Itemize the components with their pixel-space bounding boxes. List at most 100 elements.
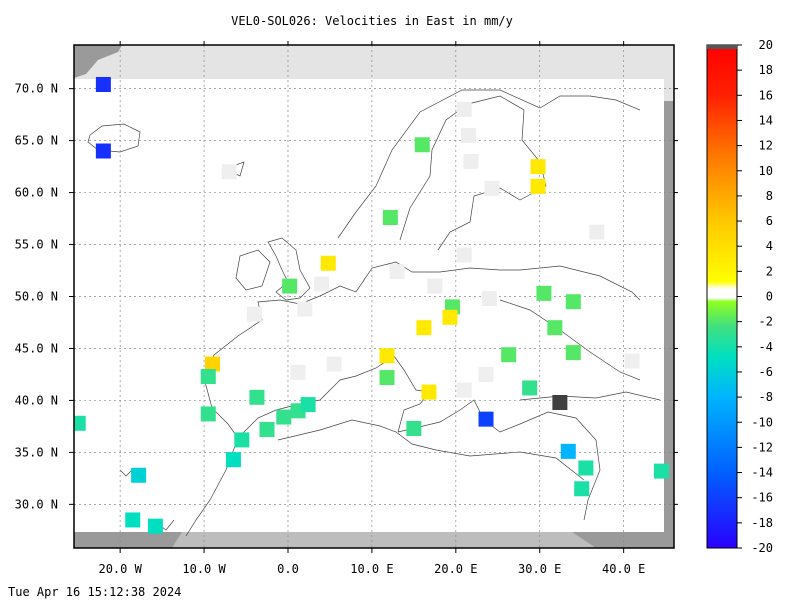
colorbar-tick-label: 16 [759, 88, 773, 102]
nodata-band-east [664, 100, 674, 548]
data-cell [95, 76, 111, 92]
data-cell [478, 411, 494, 427]
colorbar-tick-label: -2 [759, 315, 773, 329]
data-cell [326, 356, 342, 372]
colorbar-ticks: -20-18-16-14-12-10-8-6-4-202468101214161… [737, 38, 773, 555]
y-tick-label: 55.0 N [15, 238, 58, 252]
nodata-band-east-light [664, 79, 674, 101]
data-cell [456, 382, 472, 398]
data-cell [125, 512, 141, 528]
data-cell [221, 164, 237, 180]
colorbar-tick-label: 18 [759, 63, 773, 77]
greenland-land [74, 45, 122, 78]
data-cell [389, 264, 405, 280]
y-tick-label: 40.0 N [15, 393, 58, 407]
timestamp: Tue Apr 16 15:12:38 2024 [8, 585, 182, 599]
x-tick-label: 20.0 E [434, 562, 477, 576]
data-cell [624, 353, 640, 369]
data-cell [297, 301, 313, 317]
data-cell [74, 415, 86, 431]
map-area [74, 45, 674, 548]
data-cell [456, 101, 472, 117]
y-tick-label: 30.0 N [15, 497, 58, 511]
colorbar-tick-label: -14 [751, 466, 773, 480]
data-cell [300, 397, 316, 413]
data-cell [282, 278, 298, 294]
x-tick-label: 40.0 E [602, 562, 645, 576]
colorbar-tick-label: -10 [751, 415, 773, 429]
data-cell [442, 309, 458, 325]
colorbar-tick-label: -16 [751, 491, 773, 505]
data-cell [382, 210, 398, 226]
data-cell [379, 370, 395, 386]
data-cell [578, 460, 594, 476]
x-tick-label: 30.0 E [518, 562, 561, 576]
data-cell [552, 395, 568, 411]
data-cell [565, 345, 581, 361]
x-tick-label: 20.0 W [98, 562, 142, 576]
data-cell [246, 306, 262, 322]
data-cell [574, 481, 590, 497]
colorbar-tick-label: 14 [759, 113, 773, 127]
data-cell [147, 518, 163, 534]
africa-nodata [172, 532, 596, 548]
nodata-band-north [74, 45, 674, 79]
data-cell [276, 409, 292, 425]
data-cell [484, 180, 500, 196]
data-cell [427, 278, 443, 294]
data-cell [414, 137, 430, 153]
axis-ticks: 20.0 W 10.0 W 0.0 10.0 E 20.0 E 30.0 E 40.0 E 3… [15, 41, 678, 576]
chart-title: VEL0-SOL026: Velocities in East in mm/y [231, 14, 513, 28]
data-cell [478, 366, 494, 382]
data-cell [456, 247, 472, 263]
data-cells [74, 76, 669, 534]
colorbar-tick-label: 20 [759, 38, 773, 52]
colorbar-tick-label: 8 [766, 189, 773, 203]
y-tick-label: 35.0 N [15, 445, 58, 459]
y-tick-label: 70.0 N [15, 82, 58, 96]
colorbar-gradient [706, 44, 738, 549]
colorbar-tick-label: 10 [759, 164, 773, 178]
y-tick-label: 45.0 N [15, 341, 58, 355]
data-cell [379, 348, 395, 364]
data-cell [547, 320, 563, 336]
y-tick-label: 50.0 N [15, 290, 58, 304]
colorbar-tick-label: -8 [759, 390, 773, 404]
colorbar-tick-label: -12 [751, 440, 773, 454]
data-cell [406, 420, 422, 436]
data-cell [290, 364, 306, 380]
data-cell [565, 294, 581, 310]
data-cell [560, 443, 576, 459]
data-cell [249, 389, 265, 405]
data-cell [314, 276, 330, 292]
colorbar-tick-label: 12 [759, 139, 773, 153]
colorbar-tick-label: 6 [766, 214, 773, 228]
data-cell [225, 452, 241, 468]
data-cell [481, 291, 497, 307]
x-tick-label: 0.0 [277, 562, 299, 576]
y-tick-label: 60.0 N [15, 186, 58, 200]
colorbar-tick-label: 4 [766, 239, 773, 253]
data-cell [501, 347, 517, 363]
data-cell [463, 153, 479, 169]
colorbar-tick-label: -18 [751, 516, 773, 530]
data-cell [530, 178, 546, 194]
data-cell [320, 255, 336, 271]
data-cell [653, 463, 669, 479]
data-cell [234, 432, 250, 448]
colorbar-tick-label: -20 [751, 541, 773, 555]
colorbar-tick-label: -6 [759, 365, 773, 379]
data-cell [421, 384, 437, 400]
data-cell [95, 143, 111, 159]
x-tick-label: 10.0 W [182, 562, 226, 576]
data-cell [589, 224, 605, 240]
colorbar-cap [707, 45, 737, 49]
colorbar-tick-label: -4 [759, 340, 773, 354]
data-cell [530, 159, 546, 175]
data-cell [259, 422, 275, 438]
data-cell [536, 285, 552, 301]
colorbar: -20-18-16-14-12-10-8-6-4-202468101214161… [706, 38, 773, 555]
colorbar-tick-label: 0 [766, 290, 773, 304]
data-cell [131, 467, 147, 483]
